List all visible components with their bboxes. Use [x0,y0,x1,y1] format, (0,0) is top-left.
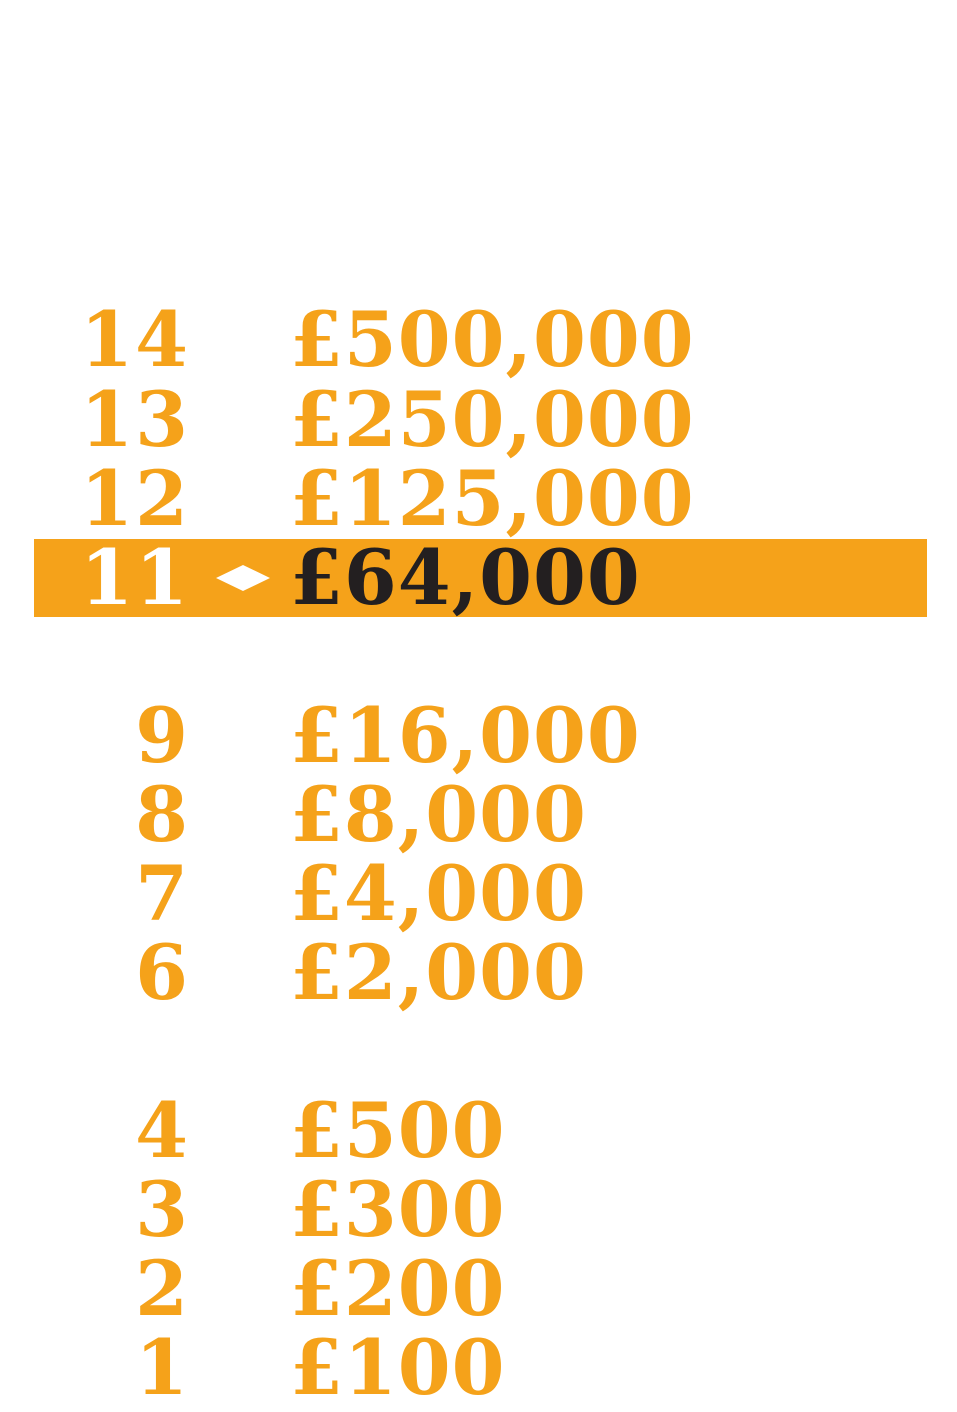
prize-row-number: 7 [135,849,190,938]
prize-row-amount: £2,000 [290,928,587,1017]
prize-row-4: 4 £500 [34,1092,927,1170]
prize-row-number: 13 [80,375,190,464]
prize-row-number: 2 [135,1244,190,1333]
prize-row-11-current: 11 £64,000 [34,539,927,617]
prize-row-amount: £16,000 [290,691,641,780]
diamond-icon [216,565,270,591]
prize-row-amount: £4,000 [290,849,587,938]
prize-row-6: 6 £2,000 [34,934,927,1012]
prize-row-7: 7 £4,000 [34,855,927,933]
prize-row-12: 12 £125,000 [34,460,927,538]
prize-row-amount: £125,000 [290,454,695,543]
prize-row-8: 8 £8,000 [34,776,927,854]
prize-row-3: 3 £300 [34,1171,927,1249]
prize-row-2: 2 £200 [34,1250,927,1328]
prize-row-number: 14 [80,295,190,384]
prize-row-amount: £300 [290,1165,506,1254]
prize-row-13: 13 £250,000 [34,381,927,459]
prize-row-number: 12 [80,454,190,543]
prize-row-number: 6 [135,928,190,1017]
prize-row-number: 8 [135,770,190,859]
prize-row-number: 11 [80,533,190,622]
prize-row-amount: £100 [290,1323,506,1412]
prize-row-amount: £200 [290,1244,506,1333]
prize-row-14: 14 £500,000 [34,301,927,379]
prize-row-1: 1 £100 [34,1329,927,1407]
prize-row-number: 4 [135,1086,190,1175]
prize-row-amount: £500 [290,1086,506,1175]
prize-row-number: 1 [135,1323,190,1412]
prize-row-amount: £64,000 [290,533,641,622]
prize-row-9: 9 £16,000 [34,697,927,775]
prize-row-number: 9 [135,691,190,780]
prize-row-amount: £8,000 [290,770,587,859]
prize-row-amount: £250,000 [290,375,695,464]
prize-row-number: 3 [135,1165,190,1254]
prize-row-amount: £500,000 [290,295,695,384]
